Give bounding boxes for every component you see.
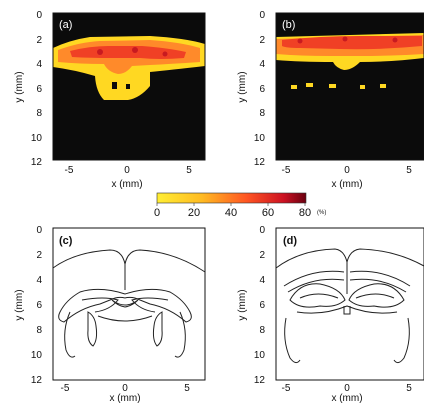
panel-b-frame <box>275 12 424 161</box>
colorbar-tick-label: 60 <box>262 207 274 219</box>
colorbar: 0 20 40 60 80 (%) <box>154 192 326 219</box>
panel-b-ytick: 0 <box>259 10 265 21</box>
panel-a-ytick: 0 <box>36 10 42 21</box>
panel-d-ylabel: y (mm) <box>237 289 248 320</box>
panel-a-ytick: 12 <box>31 157 43 168</box>
panel-c-xticks: -5 0 5 <box>61 383 191 394</box>
panel-c-xtick: 5 <box>184 383 190 394</box>
panel-a-ytick: 2 <box>36 35 42 46</box>
colorbar-tick-label: 40 <box>225 207 237 219</box>
panel-d-xtick: 5 <box>406 383 412 394</box>
panel-c-xlabel: x (mm) <box>109 393 140 403</box>
panel-d-xticks: -5 0 5 <box>282 383 413 394</box>
colorbar-tick-label: 0 <box>154 207 160 219</box>
panel-b: (b) 0 2 4 6 8 10 12 -5 0 5 x (mm) y (mm) <box>237 10 424 190</box>
panel-b-xtick: 0 <box>344 165 350 176</box>
panel-d-xtick: 0 <box>344 383 350 394</box>
panel-c-yticks: 0 2 4 6 8 10 12 <box>31 225 43 386</box>
panel-d-ytick: 6 <box>259 300 265 311</box>
panel-c-ytick: 10 <box>31 350 43 361</box>
panel-a-xticks: -5 0 5 <box>65 165 193 176</box>
panel-a-activation <box>53 36 205 100</box>
panel-c-ylabel: y (mm) <box>14 289 25 320</box>
colorbar-gradient <box>156 192 307 204</box>
panel-c: (c) 0 2 4 6 8 10 12 -5 0 5 <box>14 225 206 403</box>
panel-a-xlabel: x (mm) <box>111 179 142 190</box>
panel-b-ylabel: y (mm) <box>237 71 248 102</box>
panel-b-yticks: 0 2 4 6 8 10 12 <box>254 10 266 168</box>
panel-c-ytick: 8 <box>36 325 42 336</box>
panel-d-ytick: 4 <box>259 275 265 286</box>
panel-a: (a) 0 2 4 6 8 10 12 -5 0 5 x (mm) y (mm) <box>14 10 206 190</box>
panel-c-ytick: 0 <box>36 225 42 236</box>
panel-d-xlabel: x (mm) <box>331 393 362 403</box>
panel-a-yticks: 0 2 4 6 8 10 12 <box>31 10 43 168</box>
panel-c-brain-outline <box>52 249 206 358</box>
panel-d: (d) 0 2 4 6 8 10 12 -5 <box>237 225 424 403</box>
panel-a-xtick: -5 <box>65 165 74 176</box>
panel-a-ytick: 10 <box>31 133 43 144</box>
panel-b-label: (b) <box>282 19 295 31</box>
panel-d-ytick: 2 <box>259 250 265 261</box>
panel-d-ytick: 12 <box>254 375 266 386</box>
panel-c-frame <box>52 227 206 381</box>
panel-d-yticks: 0 2 4 6 8 10 12 <box>254 225 266 386</box>
panel-d-xtick: -5 <box>282 383 291 394</box>
panel-a-label: (a) <box>59 19 72 31</box>
panel-b-ytick: 4 <box>259 59 265 70</box>
panel-b-ytick: 12 <box>254 157 266 168</box>
panel-b-xticks: -5 0 5 <box>282 165 413 176</box>
panel-c-ytick: 12 <box>31 375 43 386</box>
panel-b-ytick: 8 <box>259 108 265 119</box>
panel-b-xlabel: x (mm) <box>331 179 362 190</box>
panel-d-brain-outline <box>275 248 424 364</box>
panel-d-ytick: 8 <box>259 325 265 336</box>
panel-b-activation <box>276 33 424 89</box>
panel-c-ytick: 2 <box>36 250 42 261</box>
panel-d-ytick: 10 <box>254 350 266 361</box>
panel-d-ytick: 0 <box>259 225 265 236</box>
panel-c-label: (c) <box>59 235 73 247</box>
panel-a-frame <box>52 12 206 161</box>
panel-b-xtick: 5 <box>406 165 412 176</box>
panel-c-ytick: 6 <box>36 300 42 311</box>
panel-c-xtick: 0 <box>122 383 128 394</box>
panel-a-xtick: 0 <box>124 165 130 176</box>
panel-a-ytick: 8 <box>36 108 42 119</box>
panel-a-ylabel: y (mm) <box>14 71 25 102</box>
colorbar-unit: (%) <box>317 210 326 216</box>
panel-b-ytick: 10 <box>254 133 266 144</box>
colorbar-tick-label: 80 <box>299 207 311 219</box>
panel-d-label: (d) <box>283 235 297 247</box>
panel-a-xtick: 5 <box>186 165 192 176</box>
panel-a-ytick: 6 <box>36 84 42 95</box>
panel-c-xtick: -5 <box>61 383 70 394</box>
panel-b-xtick: -5 <box>282 165 291 176</box>
panel-b-ytick: 6 <box>259 84 265 95</box>
colorbar-ticks <box>156 203 306 206</box>
panel-d-frame <box>275 227 424 381</box>
colorbar-tick-label: 20 <box>188 207 200 219</box>
panel-b-ytick: 2 <box>259 35 265 46</box>
panel-a-ytick: 4 <box>36 59 42 70</box>
panel-c-ytick: 4 <box>36 275 42 286</box>
